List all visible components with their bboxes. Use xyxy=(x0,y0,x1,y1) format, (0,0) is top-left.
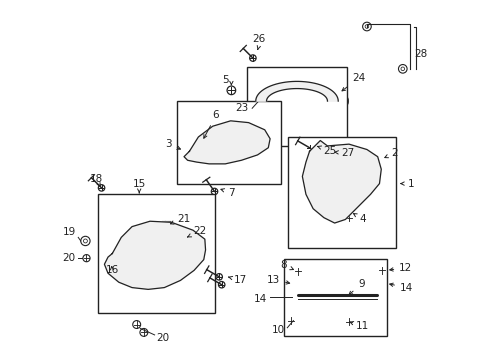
Text: 25: 25 xyxy=(318,145,337,156)
Polygon shape xyxy=(256,81,338,101)
Bar xyxy=(98,194,215,313)
Text: 15: 15 xyxy=(133,179,146,189)
Text: 5: 5 xyxy=(222,75,228,85)
Text: 13: 13 xyxy=(267,275,290,285)
Text: 27: 27 xyxy=(335,148,354,158)
Text: 23: 23 xyxy=(235,103,248,113)
Bar xyxy=(247,67,347,146)
Text: 4: 4 xyxy=(353,213,367,224)
Polygon shape xyxy=(104,221,205,289)
Bar xyxy=(285,259,387,336)
Text: 14: 14 xyxy=(390,283,413,293)
Text: 11: 11 xyxy=(350,321,368,331)
Text: 22: 22 xyxy=(188,226,206,237)
Text: 9: 9 xyxy=(349,279,365,295)
Text: 16: 16 xyxy=(105,265,119,275)
Text: 24: 24 xyxy=(342,73,366,91)
Polygon shape xyxy=(302,140,381,223)
Text: 18: 18 xyxy=(90,174,103,184)
Text: 6: 6 xyxy=(204,111,220,138)
Text: 28: 28 xyxy=(414,49,427,59)
Text: 26: 26 xyxy=(253,35,266,44)
Text: 20: 20 xyxy=(63,253,76,263)
Bar xyxy=(177,101,281,184)
Text: 7: 7 xyxy=(221,188,234,198)
Text: 8: 8 xyxy=(281,260,294,270)
Text: 3: 3 xyxy=(165,139,180,149)
Bar xyxy=(288,137,395,248)
Text: 19: 19 xyxy=(63,227,76,237)
Text: 14: 14 xyxy=(254,294,267,304)
Text: 21: 21 xyxy=(171,214,190,224)
Text: 10: 10 xyxy=(271,325,285,335)
Text: 12: 12 xyxy=(390,263,413,273)
Text: 1: 1 xyxy=(401,179,414,189)
Text: 17: 17 xyxy=(229,275,247,285)
Polygon shape xyxy=(184,121,270,164)
Text: 2: 2 xyxy=(385,148,398,158)
Text: 20: 20 xyxy=(156,333,169,343)
